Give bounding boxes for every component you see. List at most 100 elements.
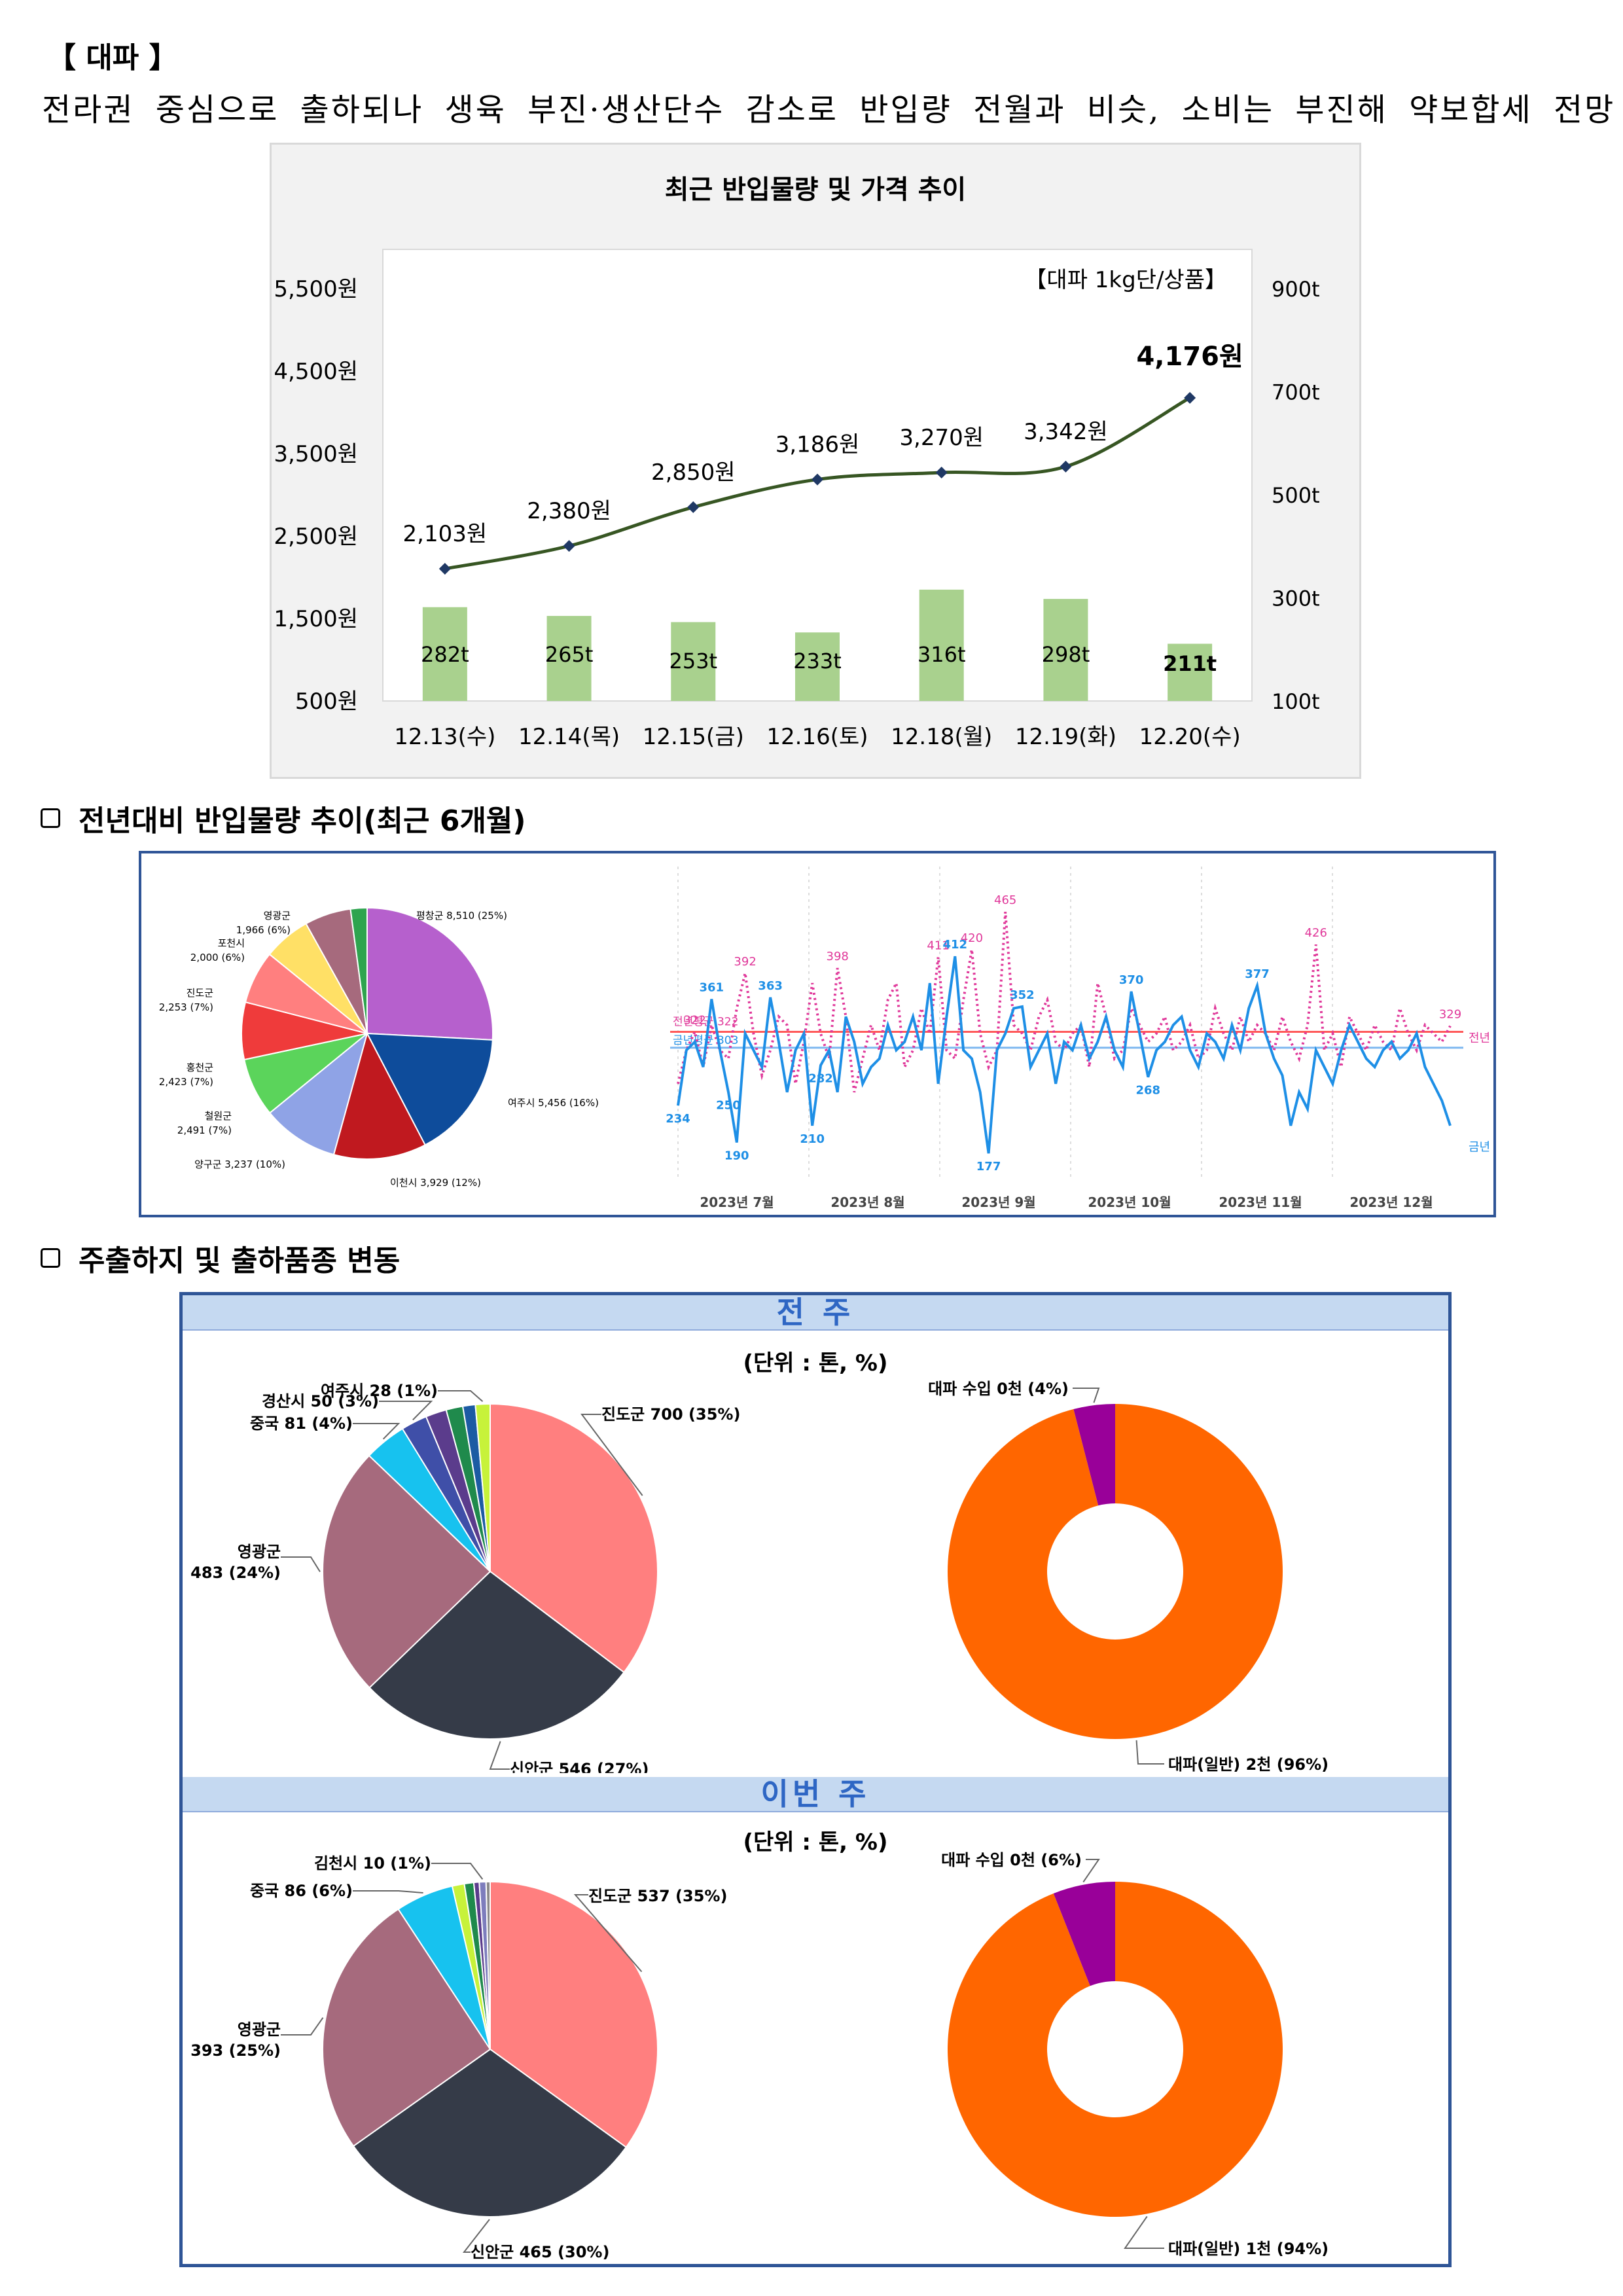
origin-slice [490, 1880, 658, 2149]
section-volume-trend-title: 전년대비 반입물량 추이(최근 6개월) [79, 804, 526, 838]
origin-pie-label: 진도군 2,253 (7%) [159, 987, 213, 1013]
left-axis-tick: 5,500원 [274, 276, 358, 302]
origin-pie-slice [349, 906, 368, 1034]
variety-leader-line [1124, 2215, 1164, 2249]
origin-pie-slice [366, 1032, 493, 1146]
checkbox-icon [41, 1248, 60, 1268]
prev-year-point-label: 329 [1439, 1007, 1461, 1021]
prev-year-point-label: 465 [994, 893, 1016, 907]
volume-trend-panel: 평창군 8,510 (25%) 여주시 5,456 (16%) 이천시 3,929 … [139, 851, 1496, 1217]
origin-slice-label: 신안군 546 (27%) [510, 1760, 649, 1773]
origin-leader-line [281, 1556, 321, 1572]
price-volume-chart: 최근 반입물량 및 가격 추이 【대파 1kg단/상품】 5,500원 4,500원 3… [274, 175, 1320, 750]
unit-annotation: 【대파 1kg단/상품】 [1024, 267, 1227, 293]
price-point [563, 540, 575, 552]
origin-leader-line [431, 1863, 484, 1880]
report-heading: 【 대파 】 [47, 41, 178, 75]
left-axis-tick: 1,500원 [274, 606, 358, 632]
volume-bar-label: 211t [1163, 651, 1217, 676]
origin-slice-label: 김천시 10 (1%) [314, 1854, 431, 1873]
this-year-point-label: 412 [942, 938, 967, 952]
volume-bar [422, 607, 467, 701]
origin-pie-slice [268, 1031, 368, 1156]
volume-bar-label: 253t [669, 649, 717, 673]
report-subtitle: 전라권 중심으로 출하되나 생육 부진·생산단수 감소로 반입량 전월과 비슷,… [42, 92, 1616, 128]
this-week-variety-donut: 대파 수입 0천 (6%) 대파(일반) 1천 (94%) [941, 1851, 1329, 2258]
origin-slice-label: 신안군 465 (30%) [471, 2243, 609, 2261]
price-point [935, 466, 948, 478]
this-year-series-line [677, 956, 1452, 1154]
month-tick: 2023년 9월 [961, 1194, 1035, 1210]
last-week-variety-donut: 대파 수입 0천 (4%) 대파(일반) 2천 (96%) [928, 1380, 1329, 1773]
this-year-point-label: 361 [700, 980, 724, 994]
origin-slice [322, 1454, 491, 1689]
price-label: 2,380원 [527, 498, 611, 524]
right-axis-tick: 100t [1272, 689, 1320, 714]
volume-bar [546, 616, 592, 701]
origin-pie-label: 평창군 8,510 (25%) [416, 910, 507, 922]
volume-bar-label: 282t [421, 642, 469, 667]
right-axis-tick: 300t [1272, 586, 1320, 611]
origin-leader-line [281, 2017, 324, 2036]
x-axis-tick: 12.20(수) [1139, 724, 1241, 750]
variety-leader-line [1082, 1859, 1100, 1883]
prev-year-average-label: 전년평균 322 [673, 1015, 738, 1028]
yoy-volume-line-chart: 2023년 7월 2023년 8월 2023년 9월 2023년 10월 2023년 1… [666, 867, 1490, 1210]
price-point [438, 563, 451, 575]
x-axis-tick: 12.18(월) [891, 724, 992, 750]
origin-slice [474, 1403, 491, 1572]
this-year-series-name: 금년 [1469, 1140, 1490, 1154]
band-last-week: 전 주 [183, 1295, 1448, 1331]
this-year-point-label: 210 [800, 1132, 825, 1146]
this-year-point-label: 282 [808, 1072, 833, 1086]
origin-slice-label: 여주시 28 (1%) [321, 1382, 438, 1400]
variety-donut-slice [948, 1882, 1283, 2217]
left-axis-tick: 500원 [295, 689, 358, 715]
origin-leader-line [353, 1890, 423, 1894]
origin-slice-label: 진도군 700 (35%) [601, 1405, 740, 1424]
volume-bar [919, 589, 964, 701]
origin-leader-line [580, 1414, 643, 1496]
x-axis-tick: 12.15(금) [643, 724, 744, 750]
price-label: 4,176원 [1136, 342, 1243, 372]
shipping-origin-panel: 전 주 (단위 : 톤, %) 진도군 700 (35%) 신안군 546 (27… [179, 1292, 1452, 2267]
month-tick: 2023년 10월 [1088, 1194, 1171, 1210]
prev-year-point-label: 426 [1305, 926, 1327, 940]
price-label: 3,186원 [776, 432, 860, 458]
section-shipping-heading: 주출하지 및 출하품종 변동 [41, 1237, 400, 1279]
this-year-point-label: 250 [716, 1099, 741, 1113]
origin-pie-label: 홍천군 2,423 (7%) [159, 1062, 213, 1088]
chart-title: 최근 반입물량 및 가격 추이 [665, 175, 967, 205]
unit-label-last-week: (단위 : 톤, %) [743, 1350, 888, 1376]
volume-bar-label: 316t [918, 642, 966, 667]
origin-pie-chart: 평창군 8,510 (25%) 여주시 5,456 (16%) 이천시 3,929 … [159, 906, 599, 1189]
variety-leader-line [1135, 1740, 1164, 1765]
variety-slice-label: 대파 수입 0천 (4%) [928, 1380, 1069, 1398]
prev-year-point-label: 398 [827, 950, 849, 963]
band-this-week: 이번 주 [183, 1777, 1448, 1812]
origin-leader-line [573, 1894, 643, 1973]
prev-year-series-name: 전년 [1469, 1031, 1490, 1045]
x-axis-tick: 12.13(수) [394, 724, 495, 750]
price-point [687, 501, 700, 513]
origin-leader-line [462, 2219, 490, 2253]
origin-slice [490, 1403, 658, 1674]
price-point [1184, 391, 1196, 404]
origin-leader-line [379, 1401, 433, 1421]
right-axis-tick: 700t [1272, 380, 1320, 405]
origin-pie-label: 영광군 1,966 (6%) [236, 910, 291, 936]
origin-slice [485, 1880, 491, 2050]
section-shipping-title: 주출하지 및 출하품종 변동 [79, 1244, 401, 1278]
volume-bar [1043, 599, 1088, 701]
prev-year-point-label: 392 [734, 955, 756, 969]
variety-donut-slice [948, 1404, 1283, 1739]
right-axis-tick: 900t [1272, 277, 1320, 302]
this-year-point-label: 177 [976, 1160, 1001, 1174]
this-year-point-label: 190 [724, 1149, 749, 1163]
prev-year-point-label: 322 [683, 1013, 705, 1027]
prev-year-point-label: 420 [961, 931, 983, 945]
this-year-point-label: 377 [1245, 967, 1270, 981]
origin-pie-slice [366, 906, 493, 1041]
variety-donut-slice [1073, 1404, 1115, 1506]
variety-slice-label: 대파(일반) 1천 (94%) [1168, 2240, 1329, 2258]
